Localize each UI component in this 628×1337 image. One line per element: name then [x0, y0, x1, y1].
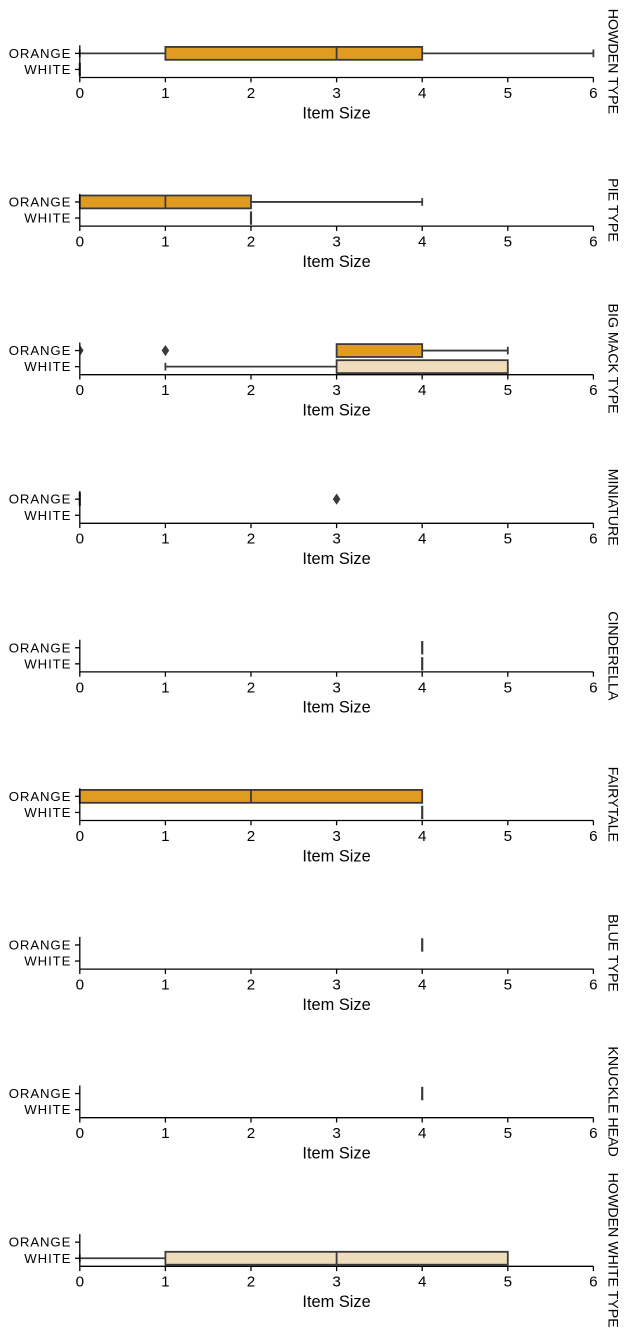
svg-text:WHITE: WHITE [24, 62, 71, 77]
svg-text:ORANGE: ORANGE [9, 938, 72, 953]
svg-text:2: 2 [247, 85, 255, 102]
svg-text:HOWDEN WHITE TYPE: HOWDEN WHITE TYPE [604, 1173, 620, 1328]
svg-text:6: 6 [589, 1125, 597, 1142]
svg-text:WHITE: WHITE [24, 1102, 71, 1117]
svg-text:Item Size: Item Size [302, 847, 370, 865]
svg-text:6: 6 [589, 382, 597, 399]
svg-text:BLUE TYPE: BLUE TYPE [604, 914, 620, 992]
svg-text:3: 3 [332, 85, 340, 102]
svg-text:4: 4 [418, 1274, 426, 1291]
svg-text:4: 4 [418, 531, 426, 548]
svg-text:5: 5 [504, 382, 512, 399]
svg-text:PIE TYPE: PIE TYPE [604, 178, 620, 242]
svg-text:CINDERELLA: CINDERELLA [604, 611, 620, 701]
svg-text:2: 2 [247, 828, 255, 845]
svg-text:MINIATURE: MINIATURE [604, 469, 620, 546]
svg-text:1: 1 [161, 234, 169, 251]
svg-text:0: 0 [76, 382, 84, 399]
svg-text:1: 1 [161, 85, 169, 102]
svg-text:4: 4 [418, 85, 426, 102]
svg-text:ORANGE: ORANGE [9, 1235, 72, 1250]
svg-text:2: 2 [247, 1274, 255, 1291]
svg-text:1: 1 [161, 382, 169, 399]
svg-text:4: 4 [418, 828, 426, 845]
svg-text:WHITE: WHITE [24, 508, 71, 523]
svg-text:3: 3 [332, 1125, 340, 1142]
svg-text:5: 5 [504, 531, 512, 548]
svg-text:3: 3 [332, 1274, 340, 1291]
svg-text:Item Size: Item Size [302, 550, 370, 568]
svg-text:Item Size: Item Size [302, 1145, 370, 1163]
svg-text:4: 4 [418, 1125, 426, 1142]
svg-text:0: 0 [76, 679, 84, 696]
svg-text:1: 1 [161, 977, 169, 994]
svg-text:FAIRYTALE: FAIRYTALE [604, 767, 620, 842]
svg-text:Item Size: Item Size [302, 699, 370, 717]
svg-text:3: 3 [332, 234, 340, 251]
svg-text:HOWDEN TYPE: HOWDEN TYPE [604, 9, 620, 114]
svg-text:0: 0 [76, 1125, 84, 1142]
svg-text:3: 3 [332, 531, 340, 548]
svg-text:5: 5 [504, 85, 512, 102]
svg-text:2: 2 [247, 382, 255, 399]
svg-text:2: 2 [247, 234, 255, 251]
svg-text:6: 6 [589, 531, 597, 548]
svg-text:WHITE: WHITE [24, 211, 71, 226]
svg-text:ORANGE: ORANGE [9, 46, 72, 61]
svg-text:5: 5 [504, 234, 512, 251]
svg-text:Item Size: Item Size [302, 996, 370, 1014]
svg-text:ORANGE: ORANGE [9, 492, 72, 507]
svg-text:1: 1 [161, 828, 169, 845]
svg-text:1: 1 [161, 1274, 169, 1291]
svg-text:2: 2 [247, 531, 255, 548]
svg-text:6: 6 [589, 1274, 597, 1291]
svg-text:1: 1 [161, 1125, 169, 1142]
svg-text:0: 0 [76, 977, 84, 994]
svg-text:4: 4 [418, 679, 426, 696]
svg-text:5: 5 [504, 1274, 512, 1291]
svg-text:0: 0 [76, 828, 84, 845]
svg-text:3: 3 [332, 977, 340, 994]
svg-text:Item Size: Item Size [302, 104, 370, 122]
svg-text:5: 5 [504, 1125, 512, 1142]
svg-text:BIG MACK TYPE: BIG MACK TYPE [604, 304, 620, 414]
svg-text:KNUCKLE HEAD: KNUCKLE HEAD [604, 1046, 620, 1156]
svg-text:0: 0 [76, 531, 84, 548]
svg-text:0: 0 [76, 234, 84, 251]
svg-text:4: 4 [418, 977, 426, 994]
svg-text:4: 4 [418, 382, 426, 399]
svg-text:1: 1 [161, 531, 169, 548]
svg-text:2: 2 [247, 1125, 255, 1142]
svg-text:1: 1 [161, 679, 169, 696]
svg-text:2: 2 [247, 977, 255, 994]
svg-text:6: 6 [589, 234, 597, 251]
svg-text:WHITE: WHITE [24, 954, 71, 969]
svg-text:0: 0 [76, 1274, 84, 1291]
svg-text:6: 6 [589, 977, 597, 994]
svg-text:2: 2 [247, 679, 255, 696]
svg-text:ORANGE: ORANGE [9, 195, 72, 210]
svg-text:5: 5 [504, 679, 512, 696]
svg-text:3: 3 [332, 828, 340, 845]
svg-text:ORANGE: ORANGE [9, 1086, 72, 1101]
svg-text:Item Size: Item Size [302, 1293, 370, 1311]
svg-text:5: 5 [504, 977, 512, 994]
svg-text:4: 4 [418, 234, 426, 251]
svg-text:Item Size: Item Size [302, 253, 370, 271]
svg-text:Item Size: Item Size [302, 402, 370, 420]
svg-text:3: 3 [332, 679, 340, 696]
svg-text:WHITE: WHITE [24, 656, 71, 671]
svg-text:3: 3 [332, 382, 340, 399]
svg-text:WHITE: WHITE [24, 359, 71, 374]
svg-text:6: 6 [589, 828, 597, 845]
svg-text:WHITE: WHITE [24, 805, 71, 820]
svg-text:ORANGE: ORANGE [9, 640, 72, 655]
svg-text:ORANGE: ORANGE [9, 343, 72, 358]
svg-text:0: 0 [76, 85, 84, 102]
svg-text:6: 6 [589, 85, 597, 102]
svg-text:WHITE: WHITE [24, 1251, 71, 1266]
svg-text:ORANGE: ORANGE [9, 789, 72, 804]
svg-text:5: 5 [504, 828, 512, 845]
svg-text:6: 6 [589, 679, 597, 696]
